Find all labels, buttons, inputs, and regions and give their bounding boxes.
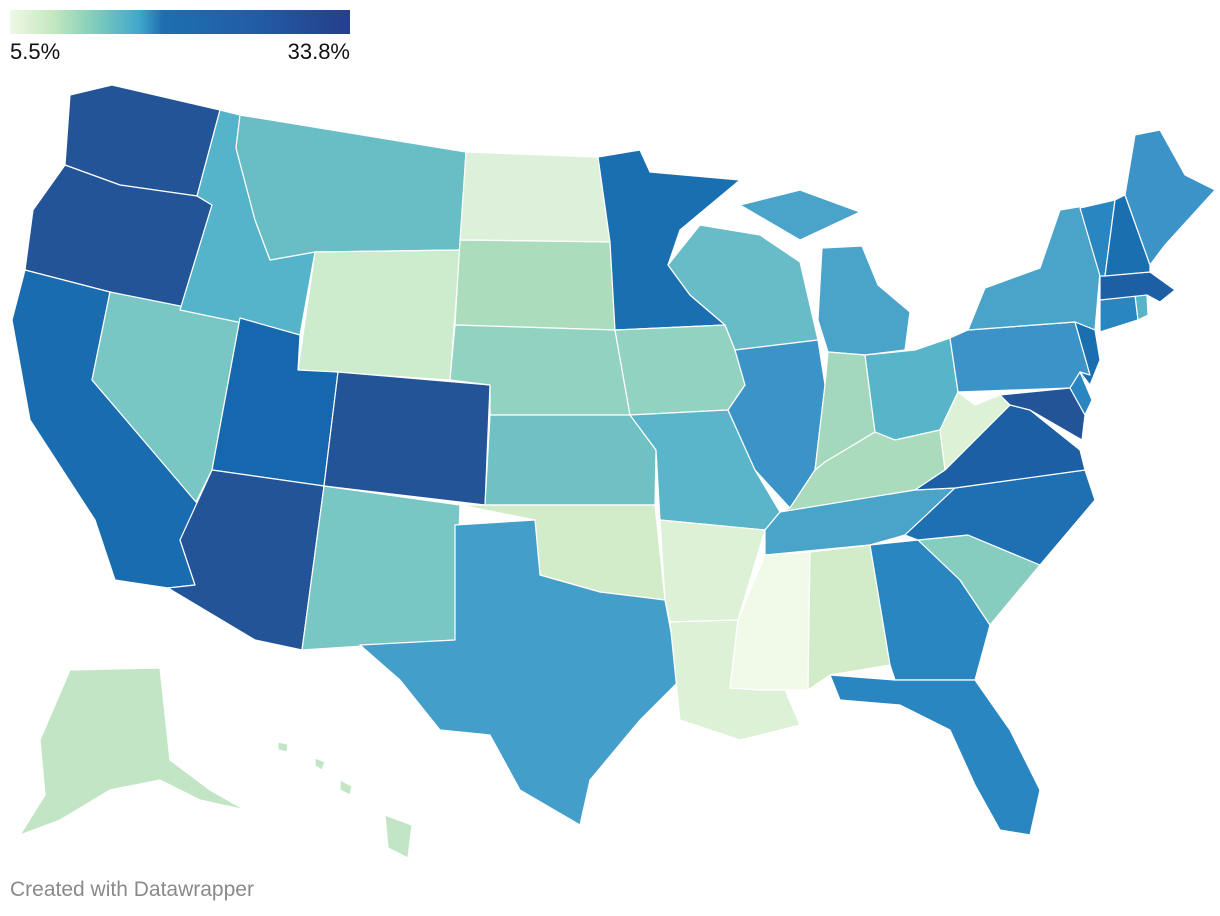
state-rhode-island[interactable] [1134, 294, 1149, 321]
state-north-dakota[interactable] [459, 151, 611, 243]
legend-labels: 5.5% 33.8% [10, 39, 350, 65]
state-new-hampshire[interactable] [1104, 194, 1151, 277]
state-pennsylvania[interactable] [949, 321, 1091, 393]
state-south-dakota[interactable] [454, 239, 616, 331]
state-montana[interactable] [235, 114, 467, 261]
legend-gradient-bar [10, 10, 350, 34]
state-delaware[interactable] [1069, 371, 1093, 416]
state-kansas[interactable] [484, 414, 657, 506]
state-new-jersey[interactable] [1074, 321, 1101, 386]
state-new-york[interactable] [967, 204, 1101, 331]
state-alabama[interactable] [807, 544, 891, 691]
credit-text[interactable]: Created with Datawrapper [10, 878, 254, 901]
state-new-mexico[interactable] [301, 485, 461, 651]
state-wyoming[interactable] [297, 249, 461, 381]
state-hawaii[interactable] [277, 741, 413, 859]
legend-min-label: 5.5% [10, 39, 61, 64]
state-iowa[interactable] [614, 324, 746, 416]
color-legend: 5.5% 33.8% [10, 10, 350, 65]
state-michigan[interactable] [739, 189, 911, 356]
state-colorado[interactable] [323, 371, 491, 506]
state-connecticut[interactable] [1099, 294, 1139, 333]
state-texas[interactable] [359, 519, 681, 826]
state-maine[interactable] [1124, 129, 1216, 266]
legend-max-label: 33.8% [287, 39, 350, 64]
state-alaska[interactable] [19, 667, 246, 836]
state-florida[interactable] [829, 674, 1041, 836]
